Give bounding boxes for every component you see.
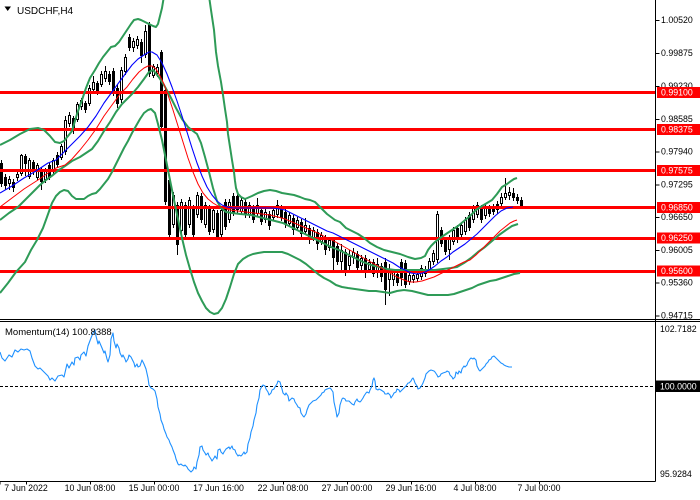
svg-text:0.95600: 0.95600 xyxy=(661,266,693,276)
svg-text:0.97940: 0.97940 xyxy=(661,147,693,157)
svg-text:7 Jul 00:00: 7 Jul 00:00 xyxy=(517,483,560,493)
svg-text:7 Jun 2022: 7 Jun 2022 xyxy=(4,483,48,493)
svg-text:0.97575: 0.97575 xyxy=(661,166,693,176)
svg-text:0.96650: 0.96650 xyxy=(661,212,693,222)
svg-text:0.95360: 0.95360 xyxy=(661,278,693,288)
svg-text:0.99230: 0.99230 xyxy=(661,81,693,91)
svg-text:1.00520: 1.00520 xyxy=(661,15,693,25)
svg-text:27 Jun 00:00: 27 Jun 00:00 xyxy=(322,483,373,493)
svg-text:0.98585: 0.98585 xyxy=(661,114,693,124)
svg-text:0.96850: 0.96850 xyxy=(661,203,693,213)
svg-text:100.0000: 100.0000 xyxy=(660,382,697,392)
svg-text:15 Jun 00:00: 15 Jun 00:00 xyxy=(129,483,180,493)
svg-text:29 Jun 16:00: 29 Jun 16:00 xyxy=(386,483,437,493)
svg-text:0.96005: 0.96005 xyxy=(661,245,693,255)
svg-text:Momentum(14) 100.8388: Momentum(14) 100.8388 xyxy=(5,327,112,338)
svg-text:0.97295: 0.97295 xyxy=(661,180,693,190)
svg-text:102.7182: 102.7182 xyxy=(660,324,697,334)
svg-text:4 Jul 08:00: 4 Jul 08:00 xyxy=(453,483,496,493)
svg-text:95.9284: 95.9284 xyxy=(660,469,692,479)
svg-text:0.96250: 0.96250 xyxy=(661,233,693,243)
svg-text:10 Jun 08:00: 10 Jun 08:00 xyxy=(65,483,116,493)
svg-text:17 Jun 16:00: 17 Jun 16:00 xyxy=(193,483,244,493)
svg-text:0.94715: 0.94715 xyxy=(661,311,693,321)
svg-text:0.98375: 0.98375 xyxy=(661,125,693,135)
svg-text:0.99875: 0.99875 xyxy=(661,48,693,58)
svg-text:USDCHF,H4: USDCHF,H4 xyxy=(17,6,74,17)
svg-text:22 Jun 08:00: 22 Jun 08:00 xyxy=(258,483,309,493)
svg-text:0.99100: 0.99100 xyxy=(661,88,693,98)
